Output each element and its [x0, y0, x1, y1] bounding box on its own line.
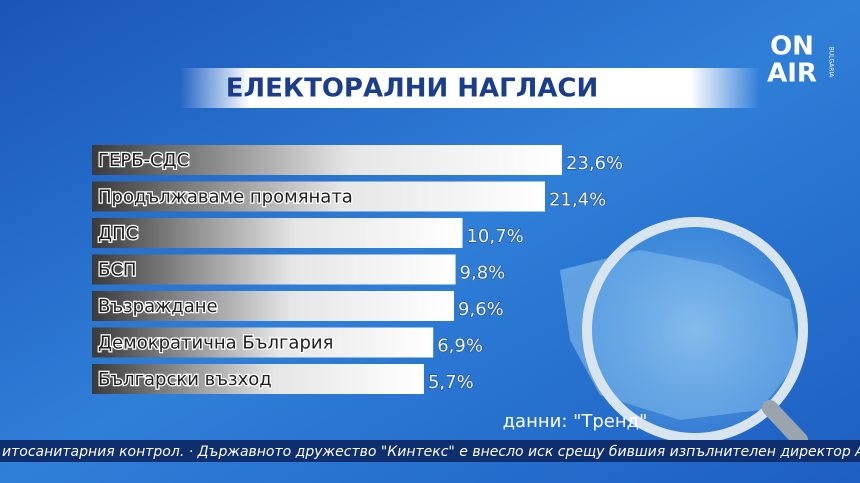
- value-label: 21,4%: [549, 190, 606, 211]
- value-label: 10,7%: [466, 226, 523, 247]
- value-label: 9,6%: [458, 299, 504, 320]
- logo-air: AIR: [767, 59, 817, 89]
- value-label: 9,8%: [460, 263, 506, 284]
- bar: [92, 291, 455, 321]
- bar: [92, 145, 562, 175]
- logo: ON AIR BULGARIA: [767, 32, 834, 89]
- category-label: БСП: [98, 260, 136, 281]
- logo-sub: BULGARIA: [828, 47, 835, 79]
- category-label: ГЕРБ-СДС: [98, 150, 189, 171]
- chart-title: ЕЛЕКТОРАЛНИ НАГЛАСИ: [226, 74, 599, 104]
- logo-on: ON: [770, 32, 814, 62]
- source: данни: "Тренд": [503, 411, 648, 432]
- bar: [92, 364, 424, 394]
- value-label: 5,7%: [428, 372, 474, 393]
- category-label: Възраждане: [98, 296, 218, 317]
- bars: ГЕРБ-СДС 23,6% Продължаваме промяната 21,4%…: [92, 145, 624, 394]
- category-label: Български възход: [98, 369, 272, 390]
- bar: [92, 327, 434, 358]
- bar: [92, 254, 456, 285]
- bar: [92, 218, 463, 248]
- category-label: ДПС: [98, 223, 138, 244]
- value-label: 6,9%: [437, 336, 483, 357]
- title-banner: [180, 68, 760, 108]
- bar: [92, 181, 545, 212]
- magnifier: [560, 217, 808, 448]
- ticker-bar: [0, 440, 860, 462]
- ticker-text: итосанитарния контрол. · Държавното друж…: [2, 444, 860, 460]
- value-label: 23,6%: [566, 153, 623, 174]
- category-label: Демократична България: [98, 333, 333, 354]
- category-label: Продължаваме промяната: [98, 187, 353, 208]
